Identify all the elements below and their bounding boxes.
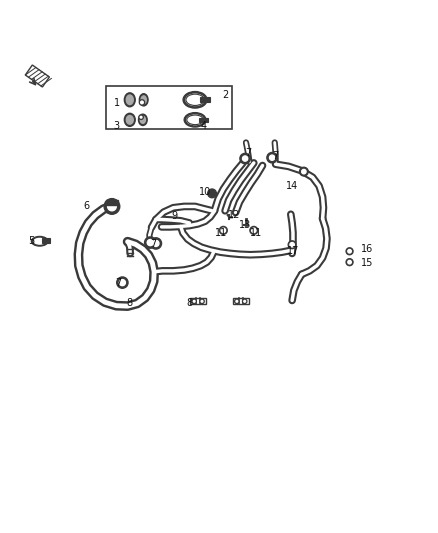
Text: 7: 7 — [115, 278, 121, 288]
Circle shape — [300, 167, 308, 176]
Circle shape — [219, 227, 227, 235]
Text: 9: 9 — [172, 211, 178, 221]
Text: 16: 16 — [361, 244, 373, 254]
Text: 5: 5 — [28, 236, 34, 246]
Text: 11: 11 — [215, 228, 227, 238]
Circle shape — [141, 101, 143, 104]
Ellipse shape — [124, 93, 135, 107]
Ellipse shape — [187, 115, 203, 125]
Ellipse shape — [126, 95, 133, 104]
Ellipse shape — [124, 114, 135, 126]
Text: 17: 17 — [287, 246, 299, 256]
Circle shape — [348, 261, 351, 264]
Text: 7: 7 — [272, 150, 279, 160]
Circle shape — [243, 156, 248, 161]
FancyBboxPatch shape — [200, 97, 210, 102]
Circle shape — [147, 239, 153, 246]
Text: 6: 6 — [83, 201, 89, 212]
Circle shape — [346, 248, 353, 255]
Circle shape — [269, 155, 275, 160]
Text: 11: 11 — [250, 228, 262, 238]
Circle shape — [139, 100, 145, 105]
Circle shape — [290, 243, 294, 247]
Ellipse shape — [141, 96, 146, 104]
Circle shape — [192, 299, 196, 303]
Circle shape — [208, 189, 216, 198]
Circle shape — [150, 238, 162, 249]
Ellipse shape — [186, 94, 204, 106]
Text: 13: 13 — [239, 220, 251, 230]
Circle shape — [267, 152, 277, 163]
Circle shape — [145, 237, 156, 248]
Circle shape — [140, 116, 142, 118]
Ellipse shape — [126, 116, 133, 124]
Text: 3: 3 — [113, 122, 120, 131]
Ellipse shape — [139, 94, 148, 106]
Circle shape — [108, 202, 116, 211]
Circle shape — [104, 199, 120, 214]
Circle shape — [348, 249, 351, 253]
Circle shape — [153, 240, 159, 246]
Circle shape — [302, 169, 306, 174]
FancyBboxPatch shape — [25, 65, 49, 87]
Ellipse shape — [34, 238, 46, 244]
Circle shape — [243, 299, 247, 303]
Ellipse shape — [140, 116, 145, 123]
Text: 15: 15 — [361, 258, 373, 268]
Ellipse shape — [138, 114, 147, 125]
FancyBboxPatch shape — [106, 86, 232, 130]
Ellipse shape — [184, 112, 206, 127]
Circle shape — [201, 301, 203, 302]
Circle shape — [221, 228, 226, 232]
Text: 1: 1 — [113, 98, 120, 108]
FancyBboxPatch shape — [233, 298, 249, 304]
Circle shape — [119, 279, 125, 286]
Text: 14: 14 — [286, 181, 298, 191]
Circle shape — [235, 299, 239, 303]
Text: 10: 10 — [199, 187, 211, 197]
Text: 8: 8 — [127, 298, 133, 308]
Text: 8: 8 — [186, 298, 192, 308]
Circle shape — [244, 301, 246, 302]
Circle shape — [250, 227, 258, 235]
Text: 2: 2 — [223, 90, 229, 100]
Circle shape — [200, 299, 204, 303]
FancyBboxPatch shape — [42, 238, 50, 243]
Ellipse shape — [183, 92, 207, 108]
Circle shape — [193, 301, 195, 302]
FancyBboxPatch shape — [190, 298, 206, 304]
Circle shape — [240, 154, 251, 164]
Circle shape — [288, 241, 296, 249]
Text: 12: 12 — [228, 210, 240, 220]
Text: 7: 7 — [150, 239, 156, 249]
FancyBboxPatch shape — [199, 118, 208, 122]
Circle shape — [252, 228, 256, 232]
Circle shape — [117, 277, 128, 288]
Circle shape — [236, 301, 238, 302]
Ellipse shape — [32, 237, 48, 246]
Circle shape — [346, 259, 353, 265]
Text: 7: 7 — [245, 148, 252, 158]
Circle shape — [139, 115, 143, 119]
FancyBboxPatch shape — [106, 200, 118, 205]
Text: 4: 4 — [201, 122, 207, 131]
